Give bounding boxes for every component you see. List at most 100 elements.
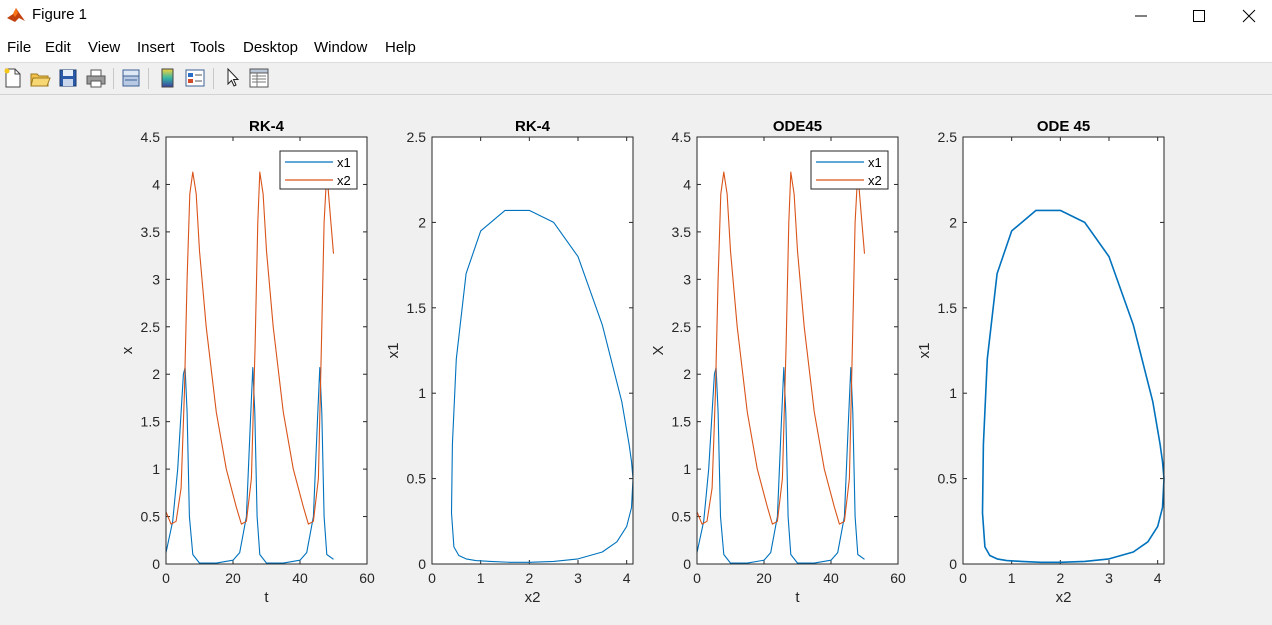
y-tick-label: 1 bbox=[949, 385, 957, 401]
x-tick-label: 4 bbox=[1154, 570, 1162, 586]
y-tick-label: 4 bbox=[152, 176, 160, 192]
y-tick-label: 1 bbox=[418, 385, 426, 401]
y-tick-label: 3.5 bbox=[141, 224, 161, 240]
property-inspector-icon bbox=[249, 68, 269, 88]
axes-title: RK-4 bbox=[249, 118, 285, 135]
menu-edit[interactable]: Edit bbox=[45, 39, 71, 56]
legend-label-x1: x1 bbox=[868, 155, 882, 170]
y-tick-label: 2 bbox=[418, 214, 426, 230]
save-button[interactable] bbox=[57, 67, 79, 89]
y-axis-label: x1 bbox=[916, 343, 933, 359]
y-tick-label: 0 bbox=[418, 556, 426, 572]
menu-file[interactable]: File bbox=[7, 39, 32, 56]
y-tick-label: 1.5 bbox=[938, 300, 958, 316]
new-figure-button[interactable] bbox=[2, 67, 24, 89]
x-tick-label: 3 bbox=[574, 570, 582, 586]
y-tick-label: 0.5 bbox=[938, 471, 958, 487]
link-plot-button[interactable] bbox=[120, 67, 142, 89]
series-line-phase bbox=[450, 209, 634, 563]
x-tick-label: 1 bbox=[477, 570, 485, 586]
menu-insert[interactable]: Insert bbox=[137, 39, 175, 56]
axes-frame bbox=[696, 136, 899, 565]
y-axis-label: X bbox=[650, 345, 667, 355]
y-tick-label: 1 bbox=[683, 461, 691, 477]
y-tick-label: 2 bbox=[152, 366, 160, 382]
x-tick-label: 60 bbox=[890, 570, 906, 586]
x-tick-label: 1 bbox=[1008, 570, 1016, 586]
y-tick-label: 4.5 bbox=[141, 129, 161, 145]
open-file-button[interactable] bbox=[29, 67, 51, 89]
y-tick-label: 0.5 bbox=[141, 509, 161, 525]
axes-4: 0 0.5 1 1.5 2 2.5 0 1 2 3 4 ODE 45 x2 x1 bbox=[916, 118, 1165, 606]
edit-plot-pointer-icon bbox=[227, 67, 240, 87]
legend-box bbox=[810, 150, 889, 190]
toolbar-separator bbox=[213, 68, 214, 89]
property-inspector-button[interactable] bbox=[248, 67, 270, 89]
axes-frame bbox=[165, 136, 368, 565]
y-axis-label: x1 bbox=[385, 343, 402, 359]
plot-area bbox=[697, 137, 898, 564]
y-tick-label: 1 bbox=[152, 461, 160, 477]
minimize-button[interactable] bbox=[1118, 0, 1164, 32]
menu-view[interactable]: View bbox=[88, 39, 121, 56]
colorbar-button[interactable] bbox=[157, 67, 179, 89]
y-tick-label: 2 bbox=[683, 366, 691, 382]
print-icon bbox=[86, 69, 106, 88]
y-tick-label: 0 bbox=[949, 556, 957, 572]
new-figure-icon bbox=[4, 68, 21, 88]
x-tick-label: 3 bbox=[1105, 570, 1113, 586]
y-tick-label: 1.5 bbox=[672, 414, 692, 430]
toolbar-separator bbox=[113, 68, 114, 89]
edit-plot-pointer-button[interactable] bbox=[222, 67, 244, 89]
menu-window[interactable]: Window bbox=[314, 39, 368, 56]
x-axis-label: x2 bbox=[525, 589, 541, 606]
x-tick-label: 4 bbox=[623, 570, 631, 586]
y-tick-label: 2.5 bbox=[141, 319, 161, 335]
legend-box bbox=[279, 150, 358, 190]
y-tick-label: 4 bbox=[683, 176, 691, 192]
axes-title: RK-4 bbox=[515, 118, 551, 135]
y-tick-label: 0 bbox=[152, 556, 160, 572]
y-tick-label: 3 bbox=[683, 271, 691, 287]
save-icon bbox=[59, 69, 77, 87]
y-tick-label: 2.5 bbox=[672, 319, 692, 335]
x-tick-label: 20 bbox=[756, 570, 772, 586]
plot-area bbox=[432, 137, 633, 564]
print-button[interactable] bbox=[85, 67, 107, 89]
legend-button[interactable] bbox=[184, 67, 206, 89]
axes-2: 0 0.5 1 1.5 2 2.5 0 1 2 3 4 RK-4 x2 x1 bbox=[385, 118, 634, 606]
x-axis-label: x2 bbox=[1056, 589, 1072, 606]
legend-label-x2: x2 bbox=[337, 173, 351, 188]
y-tick-label: 0 bbox=[683, 556, 691, 572]
y-tick-label: 4.5 bbox=[672, 129, 692, 145]
y-tick-label: 2.5 bbox=[938, 129, 958, 145]
y-axis-label: x bbox=[119, 346, 136, 354]
x-tick-label: 2 bbox=[1056, 570, 1064, 586]
series-line-phase bbox=[981, 209, 1165, 564]
y-tick-label: 0.5 bbox=[407, 471, 427, 487]
toolbar-separator bbox=[148, 68, 149, 89]
minimize-icon bbox=[1135, 15, 1147, 17]
x-tick-label: 0 bbox=[959, 570, 967, 586]
menu-help[interactable]: Help bbox=[385, 39, 416, 56]
y-tick-label: 2.5 bbox=[407, 129, 427, 145]
title-bar: Figure 1 bbox=[0, 0, 1272, 32]
y-tick-label: 1.5 bbox=[141, 414, 161, 430]
matlab-logo-icon bbox=[7, 8, 25, 22]
legend-label-x2: x2 bbox=[868, 173, 882, 188]
maximize-button[interactable] bbox=[1176, 0, 1222, 32]
x-tick-label: 0 bbox=[693, 570, 701, 586]
x-axis-label: t bbox=[795, 589, 800, 606]
menu-tools[interactable]: Tools bbox=[190, 39, 226, 56]
y-tick-label: 3 bbox=[152, 271, 160, 287]
toolbar bbox=[0, 63, 1272, 95]
x-tick-label: 40 bbox=[292, 570, 308, 586]
legend-label-x1: x1 bbox=[337, 155, 351, 170]
close-button[interactable] bbox=[1226, 0, 1272, 32]
y-tick-label: 3.5 bbox=[672, 224, 692, 240]
menu-desktop[interactable]: Desktop bbox=[243, 39, 299, 56]
menu-bar: File Edit View Insert Tools Desktop Wind… bbox=[0, 32, 1272, 63]
